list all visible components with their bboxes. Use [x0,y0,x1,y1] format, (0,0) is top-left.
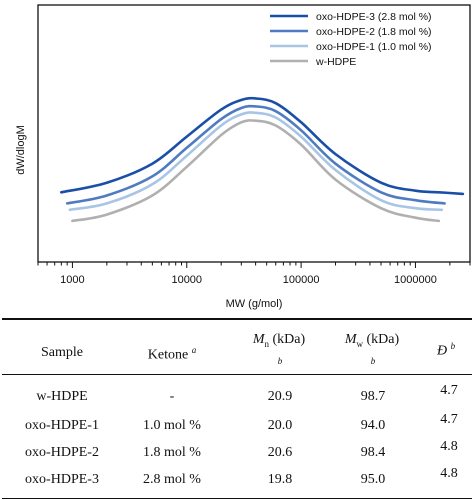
cell-sample: oxo-HDPE-3 [25,472,99,487]
header-mw: Mw (kDa) [344,332,400,349]
header-mw-note: b [370,356,376,366]
series-line-1 [65,104,446,205]
curves-group [60,96,465,223]
x-axis-ticks: 1000 10000 100000 1000000 [37,262,471,286]
x-tick-label: 1000000 [394,274,437,286]
x-tick-label: 1000 [60,274,84,286]
cell-mn: 20.0 [267,418,293,433]
header-dispersity: Đ b [436,341,456,359]
cell-sample: oxo-HDPE-2 [25,445,99,460]
series-line-0 [60,96,465,196]
cell-sample: w-HDPE [36,389,88,404]
x-tick-label: 10000 [171,274,202,286]
cell-ketone: - [169,389,175,404]
cell-mw: 94.0 [360,418,386,433]
cell-dispersity: 4.8 [440,466,458,481]
cell-mw: 95.0 [360,472,386,487]
cell-dispersity: 4.7 [440,412,458,427]
y-axis-label: dW/dlogM [15,125,27,175]
gpc-chart: 1000 10000 100000 1000000 dW/dlogM MW (g/mo… [15,4,471,310]
cell-mn: 19.8 [267,472,293,487]
cell-dispersity: 4.7 [440,383,458,398]
legend-label: w-HDPE [315,56,356,68]
table-header-rule [2,374,472,375]
header-ketone: Ketone a [147,345,197,363]
plot-frame [37,4,471,263]
chart-svg: 1000 10000 100000 1000000 dW/dlogM MW (g/mo… [15,4,471,310]
x-tick-label: 100000 [283,274,320,286]
cell-mw: 98.4 [360,445,386,460]
x-axis-label: MW (g/mol) [226,298,283,310]
table-bottom-rule [2,498,472,500]
series-line-2 [68,111,444,212]
results-table: Sample Ketone a Mn (kDa) b Mw (kDa) b Đ … [0,318,475,500]
legend-label: oxo-HDPE-1 (1.0 mol %) [316,41,432,53]
cell-dispersity: 4.8 [440,439,458,454]
cell-ketone: 1.0 mol % [143,418,201,433]
cell-mn: 20.6 [267,445,293,460]
header-ketone-note: a [191,345,197,355]
legend: oxo-HDPE-3 (2.8 mol %) oxo-HDPE-2 (1.8 mo… [270,11,432,68]
header-d-note: b [450,341,456,351]
table-top-rule [2,318,472,320]
cell-ketone: 1.8 mol % [143,445,201,460]
legend-label: oxo-HDPE-2 (1.8 mol %) [316,26,432,38]
cell-sample: oxo-HDPE-1 [25,418,99,433]
series-line-3 [71,119,441,223]
header-mn-note: b [277,356,283,366]
header-sample: Sample [41,345,83,360]
cell-ketone: 2.8 mol % [143,472,201,487]
header-mn: Mn (kDa) [252,332,306,349]
cell-mn: 20.9 [267,389,293,404]
cell-mw: 98.7 [360,389,386,404]
legend-label: oxo-HDPE-3 (2.8 mol %) [316,11,432,23]
